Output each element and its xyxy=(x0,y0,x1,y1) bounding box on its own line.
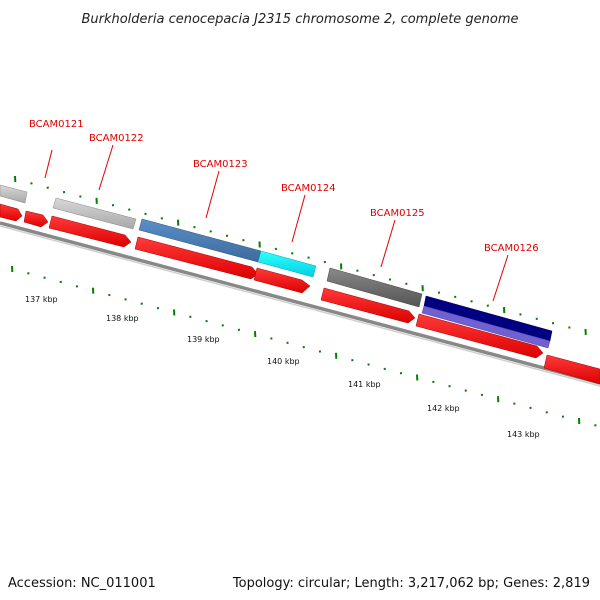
gene-label-bcam0126: BCAM0126 xyxy=(484,243,539,254)
kbp-label-140: 140 kbp xyxy=(267,357,300,366)
cds-arrow-5 xyxy=(253,267,311,294)
kbp-label-141: 141 kbp xyxy=(348,380,381,389)
feature-bar-bcam0126-sub xyxy=(421,305,551,349)
kbp-label-142: 142 kbp xyxy=(427,404,460,413)
gene-label-bcam0122: BCAM0122 xyxy=(89,133,144,144)
gene-label-bcam0125: BCAM0125 xyxy=(370,208,425,219)
cds-arrow-1 xyxy=(0,203,23,222)
leader-bcam0121 xyxy=(44,149,53,179)
leader-bcam0123 xyxy=(205,170,220,219)
cds-arrow-2 xyxy=(23,210,49,228)
gene-labels: BCAM0121 BCAM0122 BCAM0123 BCAM0124 BCAM… xyxy=(29,119,539,254)
feature-bar-bcam0125 xyxy=(326,267,423,308)
cds-arrow-7 xyxy=(415,313,544,359)
genome-stats-text: Topology: circular; Length: 3,217,062 bp… xyxy=(232,576,590,591)
gene-label-bcam0121: BCAM0121 xyxy=(29,119,84,130)
feature-bar-bcam0124 xyxy=(257,250,317,278)
leader-bcam0126 xyxy=(492,254,509,302)
cds-arrow-6 xyxy=(320,287,416,324)
map-title: Burkholderia cenocepacia J2315 chromosom… xyxy=(81,12,518,27)
feature-bar-bcam0120 xyxy=(0,184,28,204)
backbone-line xyxy=(0,221,600,385)
cds-track xyxy=(0,203,600,385)
kbp-label-138: 138 kbp xyxy=(106,314,139,323)
feature-track xyxy=(0,184,553,349)
kbp-label-137: 137 kbp xyxy=(25,295,58,304)
cds-arrow-8 xyxy=(543,354,600,385)
backbone-line-shadow xyxy=(0,225,600,387)
gene-label-bcam0124: BCAM0124 xyxy=(281,183,336,194)
accession-text: Accession: NC_011001 xyxy=(8,576,156,591)
kbp-label-139: 139 kbp xyxy=(187,335,220,344)
outer-tick-row xyxy=(14,175,587,335)
leader-bcam0125 xyxy=(380,219,396,268)
gene-label-bcam0123: BCAM0123 xyxy=(193,159,248,170)
kbp-label-143: 143 kbp xyxy=(507,430,540,439)
chromosome-backbone xyxy=(0,221,600,387)
kbp-scale-labels: 137 kbp 138 kbp 139 kbp 140 kbp 141 kbp … xyxy=(25,295,540,439)
inner-tick-row xyxy=(11,265,597,427)
leader-bcam0124 xyxy=(291,194,306,243)
leader-bcam0122 xyxy=(98,144,114,191)
gene-leader-lines xyxy=(44,144,509,302)
feature-bar-bcam0122 xyxy=(52,197,137,230)
cds-arrow-3 xyxy=(48,215,132,248)
cds-arrow-4 xyxy=(134,236,259,280)
